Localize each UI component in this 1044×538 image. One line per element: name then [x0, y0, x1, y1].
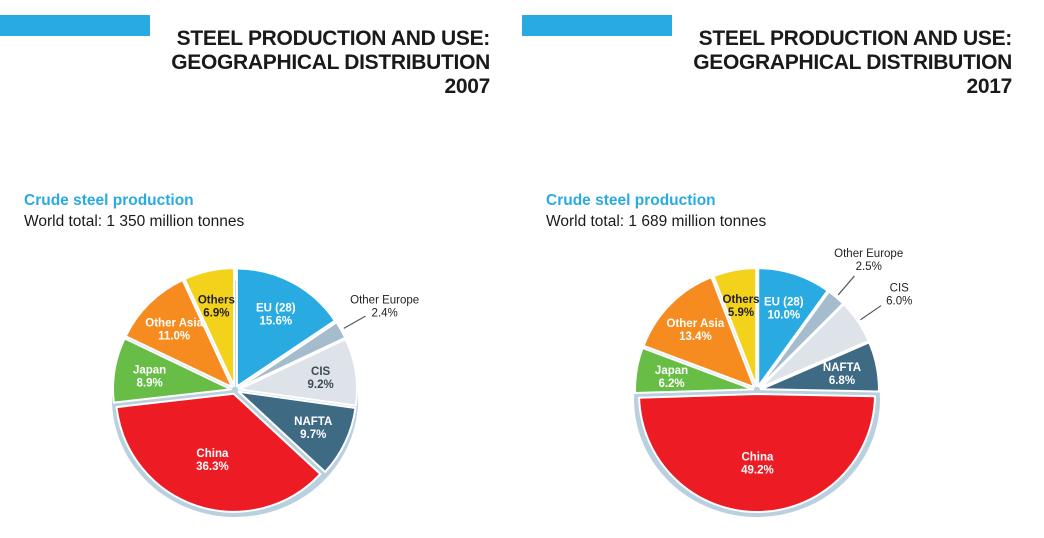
pie-slice-cis: [237, 338, 358, 407]
slice-label-others: Others 5.9%: [723, 294, 760, 319]
pie-slice-japan: [112, 337, 233, 404]
leader-line-cis: [860, 305, 882, 321]
slice-label-other-europe: Other Europe 2.5%: [834, 248, 903, 273]
title-year: 2007: [444, 75, 490, 99]
panel-2007-header: STEEL PRODUCTION AND USE: GEOGRAPHICAL D…: [0, 0, 522, 113]
title-line2: GEOGRAPHICAL DISTRIBUTION: [171, 51, 490, 75]
leader-line-other-europe: [343, 315, 366, 330]
chart-caption-block: Crude steel production World total: 1 68…: [546, 191, 1044, 232]
pie-slice-eu-28: [235, 267, 336, 388]
slice-label-eu-28: EU (28) 10.0%: [764, 297, 804, 322]
slice-label-cis: CIS 6.0%: [886, 282, 912, 307]
pie-slice-other-europe: [758, 290, 845, 389]
pie-slice-other-europe: [237, 321, 347, 390]
slice-label-others: Others 6.9%: [198, 295, 235, 320]
slice-label-other-asia: Other Asia 11.0%: [145, 318, 203, 343]
world-total: World total: 1 350 million tonnes: [24, 213, 245, 231]
panel-2007: STEEL PRODUCTION AND USE: GEOGRAPHICAL D…: [0, 0, 522, 522]
pie-slice-nafta: [237, 390, 357, 474]
pie-slice-eu-28: [757, 267, 829, 388]
title-line1: STEEL PRODUCTION AND USE:: [698, 27, 1013, 51]
panel-2017: STEEL PRODUCTION AND USE: GEOGRAPHICAL D…: [522, 0, 1044, 522]
title-year: 2017: [966, 75, 1012, 99]
steel-infographic: STEEL PRODUCTION AND USE: GEOGRAPHICAL D…: [0, 0, 1044, 522]
slice-label-japan: Japan 6.2%: [655, 365, 688, 390]
chart-subtitle: Crude steel production: [24, 192, 194, 210]
slice-label-nafta: NAFTA 9.7%: [294, 416, 332, 441]
pie-slice-nafta: [759, 341, 880, 393]
slice-label-eu-28: EU (28) 15.6%: [256, 303, 296, 328]
slice-label-cis: CIS 9.2%: [308, 366, 334, 391]
leader-line-other-europe: [837, 275, 855, 296]
chart-caption-block: Crude steel production World total: 1 35…: [24, 191, 522, 232]
pie-slice-other-asia: [124, 279, 234, 389]
title-line1: STEEL PRODUCTION AND USE:: [176, 27, 491, 51]
pie-slice-japan: [634, 347, 755, 395]
chart-subtitle: Crude steel production: [546, 192, 716, 210]
pie-chart-2017: EU (28) 10.0% Other Europe 2.5% CIS 6.0% NAFTA…: [634, 248, 912, 518]
slice-label-china: China 36.3%: [196, 448, 229, 473]
pie-slice-others: [183, 267, 236, 388]
world-total: World total: 1 689 million tonnes: [546, 213, 767, 231]
pie-chart-2007: EU (28) 15.6% Other Europe 2.4% CIS 9.2% NAFTA…: [112, 267, 419, 518]
slice-label-nafta: NAFTA 6.8%: [823, 362, 861, 387]
pie-slice-others: [712, 267, 758, 388]
slice-label-japan: Japan 8.9%: [133, 365, 166, 390]
pie-slice-china: [115, 392, 322, 513]
slice-label-other-asia: Other Asia 13.4%: [667, 318, 725, 343]
pie-slice-cis: [759, 303, 870, 389]
slice-label-china: China 49.2%: [741, 452, 774, 477]
pie-slice-other-asia: [642, 276, 756, 389]
title-line2: GEOGRAPHICAL DISTRIBUTION: [693, 51, 1012, 75]
panel-2017-header: STEEL PRODUCTION AND USE: GEOGRAPHICAL D…: [522, 0, 1044, 113]
pie-slice-china: [638, 393, 877, 514]
accent-bar: [0, 15, 150, 36]
page-title: STEEL PRODUCTION AND USE: GEOGRAPHICAL D…: [672, 27, 1044, 99]
slice-label-other-europe: Other Europe 2.4%: [350, 294, 419, 319]
page-title: STEEL PRODUCTION AND USE: GEOGRAPHICAL D…: [150, 27, 522, 99]
accent-bar: [522, 15, 672, 36]
